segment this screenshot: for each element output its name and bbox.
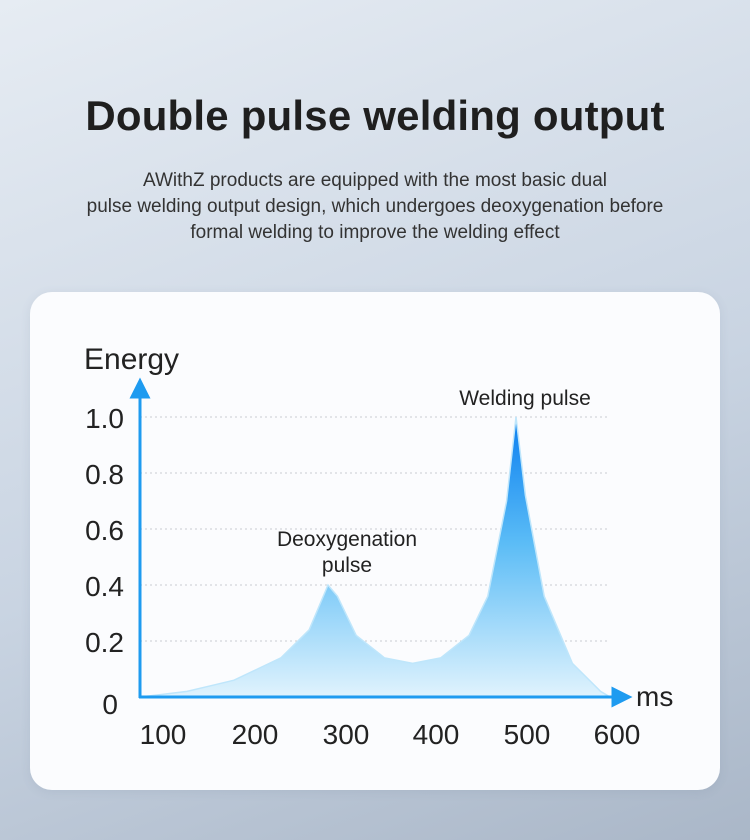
y-tick-label: 0.8 — [85, 459, 124, 490]
y-tick-label: 1.0 — [85, 403, 124, 434]
x-tick-label: 600 — [594, 719, 641, 750]
y-axis-label: Energy — [84, 343, 179, 376]
x-tick-label: 300 — [323, 719, 370, 750]
energy-curve-edge — [139, 416, 611, 698]
annotation-label: pulse — [322, 554, 372, 577]
x-tick-label: 500 — [504, 719, 551, 750]
y-tick-label: 0 — [102, 689, 118, 720]
x-tick-label: 400 — [413, 719, 460, 750]
page-subtitle: AWithZ products are equipped with the mo… — [40, 168, 710, 246]
x-axis-label: ms — [636, 681, 673, 712]
energy-area — [140, 417, 610, 697]
y-tick-label: 0.6 — [85, 515, 124, 546]
subtitle-line: formal welding to improve the welding ef… — [190, 222, 560, 243]
x-tick-label: 100 — [140, 719, 187, 750]
y-tick-label: 0.4 — [85, 571, 124, 602]
annotations: Deoxygenation pulse Welding pulse — [277, 387, 591, 577]
x-tick-label: 200 — [232, 719, 279, 750]
subtitle-line: AWithZ products are equipped with the mo… — [143, 170, 607, 191]
annotation-label: Deoxygenation — [277, 528, 417, 551]
x-tick-labels: 100 200 300 400 500 600 — [140, 719, 641, 750]
y-tick-label: 0.2 — [85, 627, 124, 658]
subtitle-line: pulse welding output design, which under… — [86, 196, 664, 217]
page-title: Double pulse welding output — [85, 92, 665, 139]
annotation-label: Welding pulse — [459, 387, 591, 410]
chart-card — [30, 292, 720, 790]
y-tick-labels: 0 0.2 0.4 0.6 0.8 1.0 — [85, 403, 124, 720]
